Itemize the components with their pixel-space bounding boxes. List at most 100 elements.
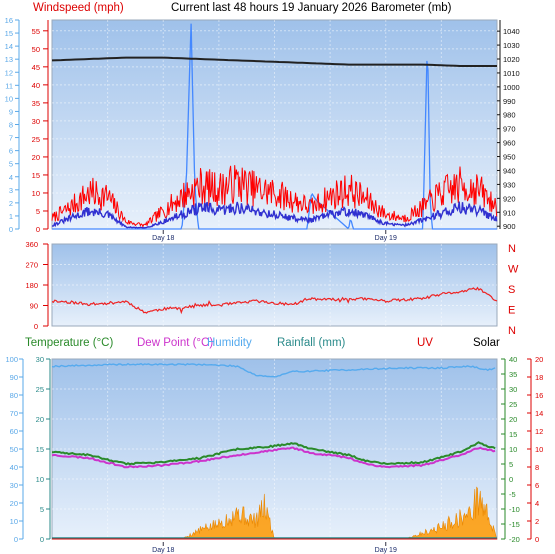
beaufort-axis: 15: [5, 29, 13, 38]
mb-axis: 1020: [503, 55, 520, 64]
mph-axis: 0: [36, 225, 40, 234]
day-label: Day 18: [152, 547, 174, 554]
uv-axis: 0: [535, 535, 539, 544]
humidity-axis: 70: [10, 409, 18, 418]
mb-axis: 930: [503, 180, 516, 189]
temp-right-axis: -10: [509, 505, 520, 514]
temp-right-axis: 30: [509, 385, 517, 394]
wind-average-series: [51, 201, 498, 229]
chart-title: Current last 48 hours 19 January 2026: [171, 2, 367, 14]
celsius-axis: 15: [36, 445, 44, 454]
dewpoint-series: [51, 446, 496, 469]
humidity-axis: 20: [10, 499, 18, 508]
mph-axis: 45: [32, 63, 40, 72]
direction-panel-series: [51, 286, 498, 315]
temperature-panel-series: [51, 362, 498, 540]
mb-axis: 950: [503, 153, 516, 162]
uv-axis: 12: [535, 427, 543, 436]
compass-label: N: [508, 243, 516, 255]
mph-axis: 55: [32, 27, 40, 36]
temp-right-axis: 0: [509, 475, 513, 484]
compass-label: W: [508, 264, 519, 276]
humidity-axis: 10: [10, 517, 18, 526]
mph-axis: 40: [32, 81, 40, 90]
beaufort-axis: 1: [9, 212, 13, 221]
temp-right-axis: 40: [509, 355, 517, 364]
beaufort-axis: 4: [9, 173, 13, 182]
wind-panel-series: [51, 23, 498, 230]
day-label: Day 19: [375, 235, 397, 242]
barometer-series: [51, 56, 497, 67]
mb-axis: 970: [503, 125, 516, 134]
humidity-axis: 80: [10, 391, 18, 400]
uv-axis: 18: [535, 373, 543, 382]
mph-axis: 15: [32, 171, 40, 180]
mb-axis: 1000: [503, 83, 520, 92]
celsius-axis: 30: [36, 355, 44, 364]
legend-humidity: Humidity: [207, 337, 252, 349]
celsius-axis: 0: [40, 535, 44, 544]
humidity-axis: 30: [10, 481, 18, 490]
temperature-series: [51, 441, 496, 466]
humidity-axis: 100: [5, 355, 18, 364]
windspeed-series: [51, 165, 498, 228]
celsius-axis: 20: [36, 415, 44, 424]
mph-axis: 20: [32, 153, 40, 162]
temp-right-axis: -15: [509, 520, 520, 529]
wind-panel-grid: [52, 20, 497, 229]
uv-axis: 10: [535, 445, 543, 454]
humidity-series: [51, 362, 496, 378]
mb-axis: 920: [503, 194, 516, 203]
temp-right-axis: 25: [509, 400, 517, 409]
barometer-title: Barometer (mb): [371, 2, 452, 14]
mph-axis: 30: [32, 117, 40, 126]
beaufort-axis: 6: [9, 147, 13, 156]
beaufort-axis: 16: [5, 16, 13, 25]
mb-axis: 910: [503, 208, 516, 217]
temp-right-axis: -5: [509, 490, 516, 499]
direction-panel-grid: [52, 244, 497, 326]
windspeed-title: Windspeed (mph): [33, 2, 124, 14]
mb-axis: 1040: [503, 27, 520, 36]
temp-right-axis: 15: [509, 430, 517, 439]
temp-right-axis: 20: [509, 415, 517, 424]
compass-label: E: [508, 305, 515, 317]
compass-label: N: [508, 325, 516, 337]
humidity-axis: 50: [10, 445, 18, 454]
humidity-axis: 60: [10, 427, 18, 436]
mb-axis: 1030: [503, 41, 520, 50]
mph-axis: 10: [32, 189, 40, 198]
mph-axis: 35: [32, 99, 40, 108]
direction-axis: 90: [30, 302, 38, 311]
celsius-axis: 10: [36, 475, 44, 484]
mb-axis: 960: [503, 139, 516, 148]
humidity-axis: 40: [10, 463, 18, 472]
beaufort-axis: 13: [5, 55, 13, 64]
humidity-axis: 90: [10, 373, 18, 382]
uv-axis: 14: [535, 409, 543, 418]
legend-rainfall: Rainfall (mm): [277, 337, 346, 349]
uv-axis: 16: [535, 391, 543, 400]
beaufort-axis: 5: [9, 160, 13, 169]
legend-dewpoint: Dew Point (°C): [137, 337, 213, 349]
humidity-axis: 0: [14, 535, 18, 544]
temp-right-axis: -20: [509, 535, 520, 544]
temp-right-axis: 5: [509, 460, 513, 469]
mph-axis: 5: [36, 207, 40, 216]
uv-axis: 2: [535, 517, 539, 526]
beaufort-axis: 11: [5, 81, 13, 90]
direction-axis: 270: [25, 261, 38, 270]
beaufort-axis: 8: [9, 121, 13, 130]
legend-temperature: Temperature (°C): [25, 337, 113, 349]
direction-axis: 180: [25, 281, 38, 290]
mb-axis: 990: [503, 97, 516, 106]
day-label: Day 18: [152, 235, 174, 242]
beaufort-axis: 0: [9, 225, 13, 234]
mb-axis: 980: [503, 111, 516, 120]
mph-axis: 50: [32, 45, 40, 54]
legend-uv: UV: [417, 337, 433, 349]
temperature-panel-axes: 0102030405060708090100051015202530-20-15…: [5, 355, 543, 554]
direction-axis: 360: [25, 240, 38, 249]
